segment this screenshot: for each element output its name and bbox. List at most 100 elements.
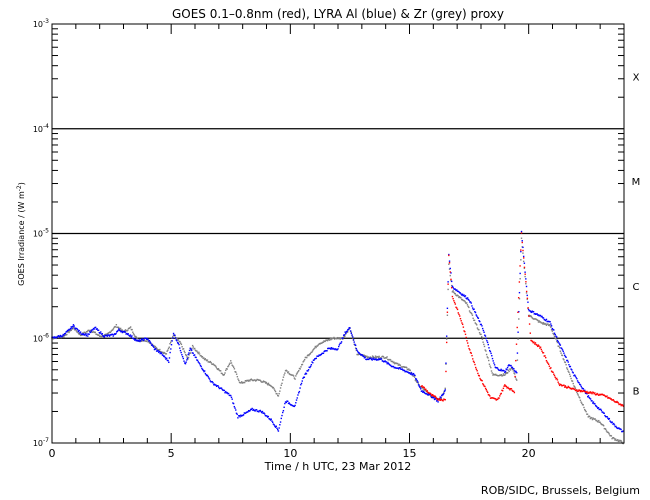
data-point bbox=[484, 387, 487, 390]
data-point bbox=[266, 416, 269, 418]
data-point bbox=[613, 437, 615, 440]
data-point bbox=[489, 365, 491, 367]
data-point bbox=[495, 367, 497, 369]
data-point bbox=[458, 291, 460, 293]
data-point bbox=[219, 370, 221, 372]
data-point bbox=[500, 392, 502, 395]
data-point bbox=[520, 250, 522, 253]
data-point bbox=[96, 334, 99, 336]
data-point bbox=[472, 360, 475, 362]
data-point bbox=[584, 390, 586, 393]
data-point bbox=[217, 368, 219, 371]
data-point bbox=[311, 361, 313, 363]
data-point bbox=[570, 387, 572, 390]
data-point bbox=[521, 241, 523, 244]
data-point bbox=[378, 358, 381, 361]
data-point bbox=[111, 329, 113, 332]
data-point bbox=[375, 356, 377, 359]
data-point bbox=[238, 381, 241, 384]
data-point bbox=[135, 340, 138, 342]
data-point bbox=[608, 417, 611, 420]
data-point bbox=[500, 368, 502, 371]
data-point bbox=[292, 375, 295, 377]
data-point bbox=[85, 332, 87, 334]
data-point bbox=[140, 338, 143, 341]
data-point bbox=[243, 412, 246, 414]
data-point bbox=[513, 391, 516, 394]
data-point bbox=[145, 338, 148, 340]
data-point bbox=[198, 351, 200, 354]
data-point bbox=[291, 374, 293, 376]
data-point bbox=[274, 389, 276, 392]
data-point bbox=[510, 367, 512, 370]
data-point bbox=[553, 335, 556, 338]
data-point bbox=[412, 373, 414, 375]
data-point bbox=[281, 382, 283, 385]
data-point bbox=[191, 344, 194, 347]
data-point bbox=[612, 399, 615, 401]
data-point bbox=[203, 358, 206, 361]
data-point bbox=[520, 230, 523, 233]
data-point bbox=[132, 331, 134, 333]
data-point bbox=[381, 355, 383, 358]
data-point bbox=[472, 358, 474, 360]
data-point bbox=[459, 296, 461, 299]
data-point bbox=[198, 353, 201, 355]
data-point bbox=[401, 368, 404, 370]
data-point bbox=[571, 388, 573, 390]
data-point bbox=[188, 349, 191, 352]
data-point bbox=[571, 387, 574, 390]
data-point bbox=[456, 289, 458, 291]
data-point bbox=[470, 312, 472, 314]
data-point bbox=[321, 352, 323, 355]
data-point bbox=[334, 337, 337, 339]
data-point bbox=[569, 365, 572, 368]
data-point bbox=[147, 338, 149, 340]
data-point bbox=[423, 387, 426, 389]
data-point bbox=[155, 346, 157, 349]
data-point bbox=[294, 404, 296, 407]
data-point bbox=[488, 347, 490, 349]
data-point bbox=[584, 391, 587, 393]
data-point bbox=[466, 342, 469, 344]
data-point bbox=[469, 349, 471, 351]
data-point bbox=[462, 299, 464, 302]
flare-class-B: B bbox=[633, 387, 640, 398]
data-point bbox=[522, 252, 524, 254]
data-point bbox=[182, 348, 185, 350]
data-point bbox=[201, 355, 204, 358]
data-point bbox=[264, 381, 266, 383]
data-point bbox=[252, 379, 255, 382]
data-point bbox=[455, 294, 457, 296]
data-point bbox=[499, 369, 502, 372]
data-point bbox=[427, 391, 429, 394]
data-point bbox=[200, 365, 202, 368]
data-point bbox=[257, 378, 259, 381]
data-point bbox=[497, 397, 500, 399]
data-point bbox=[539, 347, 541, 349]
data-point bbox=[329, 348, 332, 350]
data-point bbox=[566, 387, 568, 389]
data-point bbox=[450, 280, 453, 283]
data-point bbox=[607, 417, 609, 419]
data-point bbox=[561, 354, 564, 357]
data-point bbox=[597, 407, 600, 409]
data-point bbox=[289, 403, 291, 405]
data-point bbox=[496, 366, 498, 369]
data-point bbox=[416, 381, 418, 383]
data-point bbox=[543, 355, 545, 357]
data-point bbox=[259, 379, 261, 381]
data-point bbox=[229, 394, 231, 397]
data-point bbox=[574, 389, 577, 392]
data-point bbox=[181, 346, 183, 348]
data-point bbox=[266, 382, 268, 385]
data-point bbox=[175, 337, 178, 340]
data-point bbox=[529, 315, 531, 318]
data-point bbox=[534, 343, 536, 345]
data-point bbox=[170, 340, 173, 342]
data-point bbox=[127, 327, 130, 330]
data-point bbox=[297, 371, 299, 373]
data-point bbox=[144, 337, 146, 339]
data-point bbox=[457, 295, 459, 297]
data-point bbox=[512, 370, 515, 372]
